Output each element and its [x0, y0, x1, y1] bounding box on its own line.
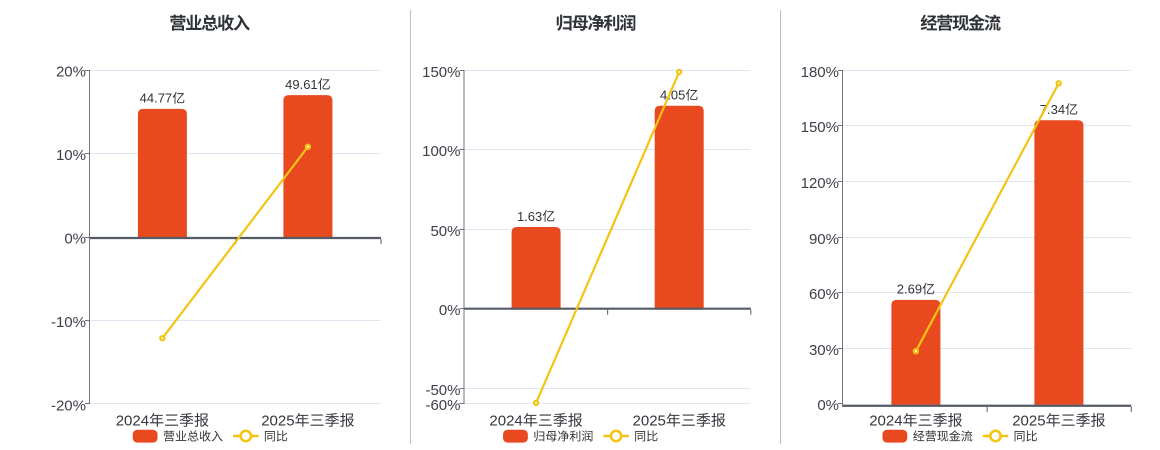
svg-text:10%: 10%: [56, 147, 86, 164]
svg-text:2024: 2024: [869, 413, 902, 430]
svg-text:60%: 60%: [809, 286, 839, 303]
svg-text:0%: 0%: [64, 230, 86, 247]
svg-text:150%: 150%: [422, 64, 460, 81]
svg-text:0%: 0%: [817, 397, 839, 414]
svg-text:2024: 2024: [116, 413, 149, 430]
svg-text:20%: 20%: [56, 63, 86, 80]
svg-text:49.61: 49.61: [285, 77, 318, 92]
svg-text:-10%: -10%: [51, 314, 86, 331]
svg-text:2025: 2025: [1012, 413, 1045, 430]
svg-text:2024: 2024: [489, 413, 522, 430]
svg-text:1.63: 1.63: [517, 209, 542, 224]
svg-text:4.05: 4.05: [660, 88, 685, 103]
svg-text:2.69: 2.69: [897, 282, 922, 297]
svg-text:120%: 120%: [801, 175, 839, 192]
svg-text:90%: 90%: [809, 231, 839, 248]
svg-text:180%: 180%: [801, 64, 839, 81]
svg-text:-50%: -50%: [425, 382, 460, 399]
svg-text:30%: 30%: [809, 342, 839, 359]
svg-text:50%: 50%: [430, 223, 460, 240]
svg-text:2025: 2025: [261, 413, 294, 430]
svg-text:150%: 150%: [801, 119, 839, 136]
svg-text:2025: 2025: [633, 413, 666, 430]
svg-text:0%: 0%: [439, 302, 461, 319]
svg-text:44.77: 44.77: [140, 91, 173, 106]
svg-text:-60%: -60%: [425, 397, 460, 414]
svg-text:-20%: -20%: [51, 397, 86, 414]
svg-text:100%: 100%: [422, 143, 460, 160]
